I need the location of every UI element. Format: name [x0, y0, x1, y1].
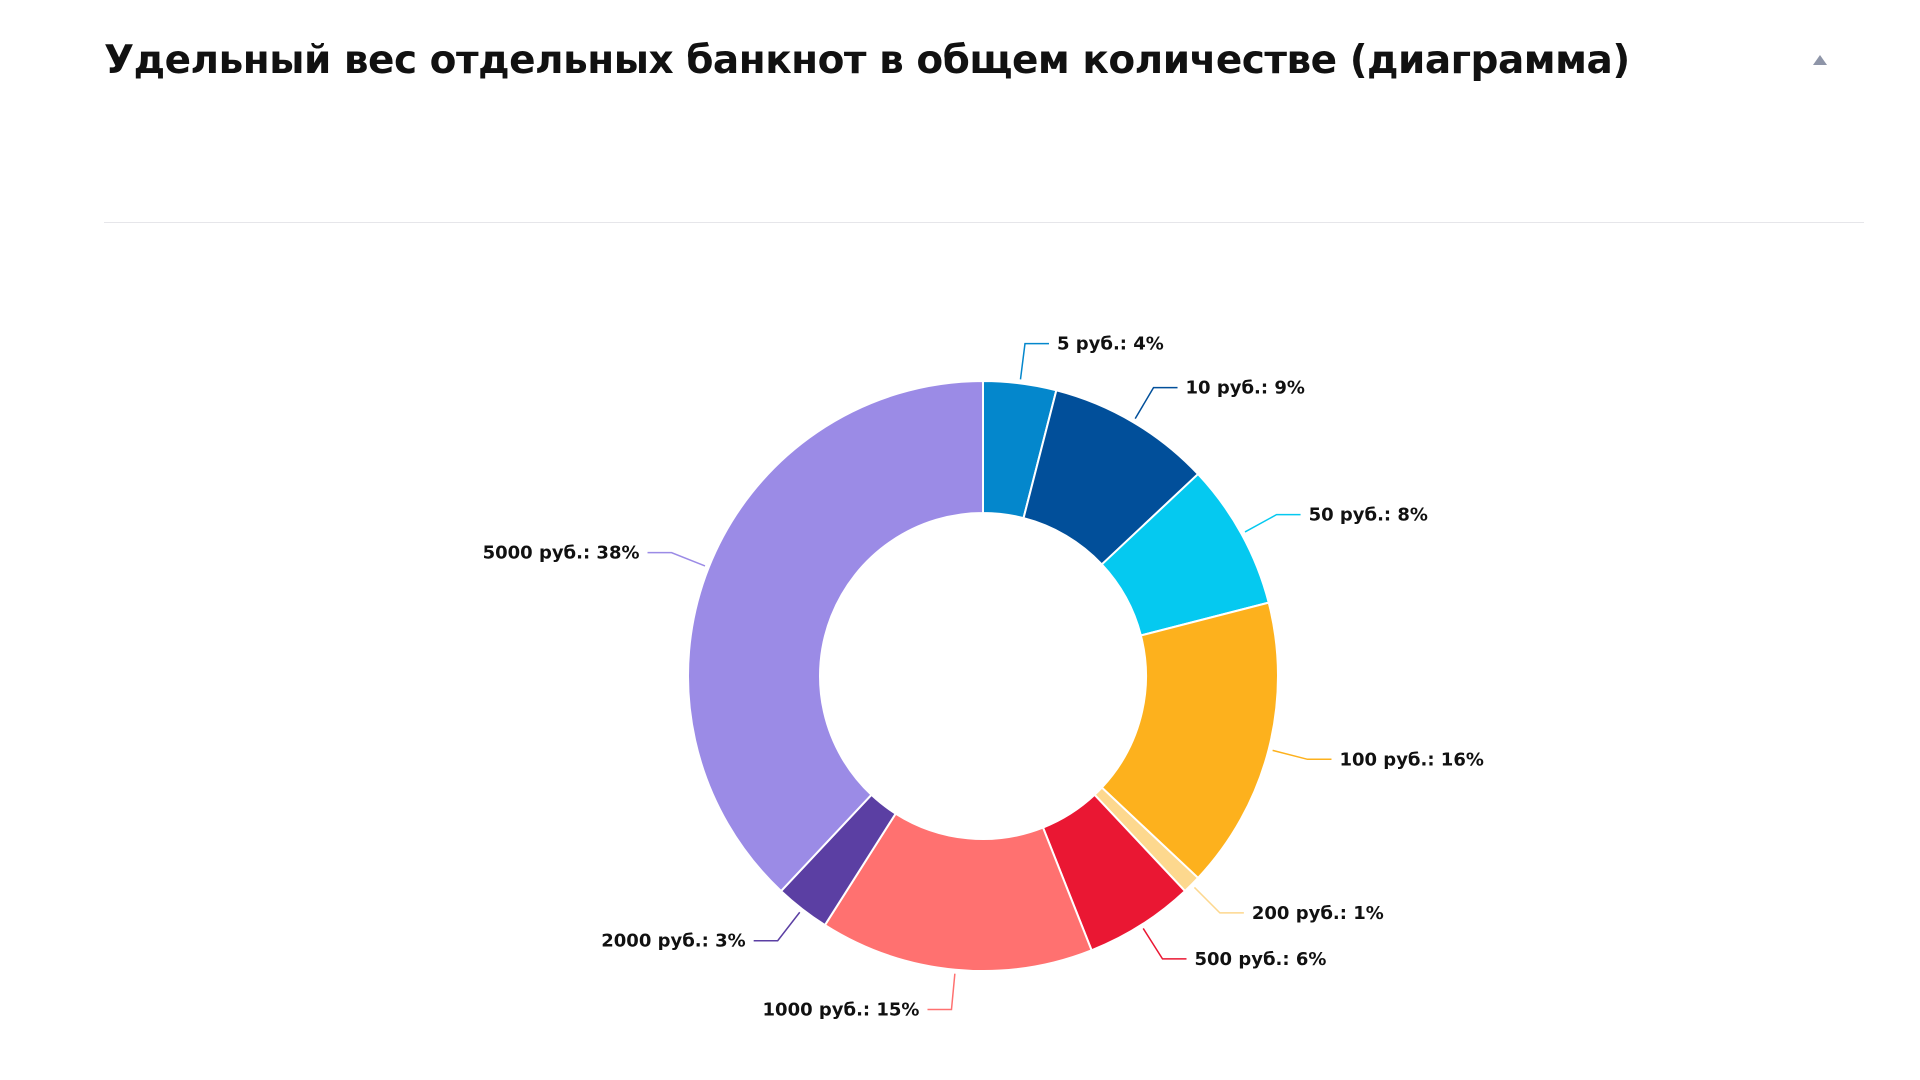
slice-5000-руб[interactable]	[687, 379, 984, 893]
data-label-50-руб: 50 руб.: 8%	[1309, 505, 1428, 526]
triangle-up-icon	[1813, 55, 1827, 65]
leader-line-200-руб	[1193, 886, 1244, 914]
collapse-button[interactable]	[1806, 48, 1834, 72]
leader-line-50-руб	[1244, 513, 1301, 533]
leader-line-2000-руб	[753, 911, 801, 942]
leader-line-500-руб	[1142, 928, 1187, 960]
data-label-5000-руб: 5000 руб.: 38%	[483, 543, 640, 564]
chart-slices	[687, 379, 1279, 973]
leader-line-5000-руб	[647, 551, 706, 567]
page-title: Удельный вес отдельных банкнот в общем к…	[104, 38, 1630, 83]
leader-line-100-руб	[1272, 749, 1332, 761]
data-label-100-руб: 100 руб.: 16%	[1339, 749, 1483, 770]
leader-line-10-руб	[1134, 386, 1178, 420]
data-label-1000-руб: 1000 руб.: 15%	[763, 1000, 920, 1021]
divider	[104, 222, 1864, 223]
data-label-2000-руб: 2000 руб.: 3%	[601, 931, 745, 952]
data-label-5-руб: 5 руб.: 4%	[1057, 334, 1164, 355]
chart-leader-lines	[647, 342, 1332, 1011]
data-label-10-руб: 10 руб.: 9%	[1186, 378, 1305, 399]
leader-line-1000-руб	[927, 973, 956, 1011]
data-label-500-руб: 500 руб.: 6%	[1195, 949, 1327, 970]
slice-1000-руб[interactable]	[823, 812, 1093, 973]
data-label-200-руб: 200 руб.: 1%	[1252, 903, 1384, 924]
leader-line-5-руб	[1019, 342, 1049, 380]
slice-100-руб[interactable]	[1100, 601, 1279, 880]
chart-data-labels: 5 руб.: 4% 10 руб.: 9% 50 руб.: 8% 100 руб.…	[483, 334, 1484, 1021]
